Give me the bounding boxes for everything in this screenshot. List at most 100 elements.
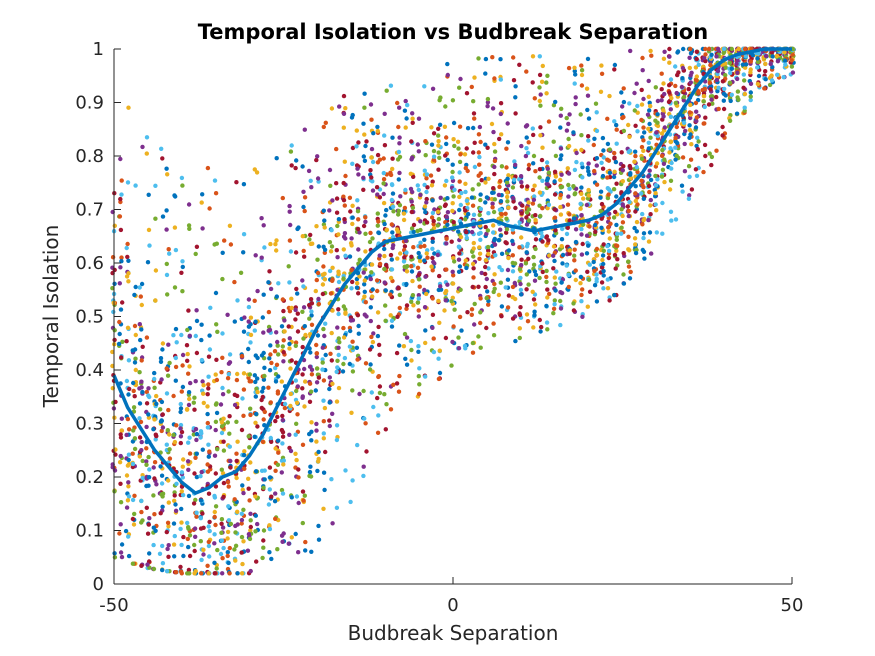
scatter-point [369, 155, 374, 160]
scatter-point [314, 428, 319, 433]
scatter-point [566, 284, 571, 290]
scatter-point [314, 224, 319, 229]
scatter-point [125, 325, 131, 330]
scatter-point [599, 216, 604, 221]
scatter-point [457, 264, 463, 269]
scatter-point [715, 89, 720, 94]
scatter-point [261, 330, 266, 335]
scatter-point [287, 238, 293, 243]
scatter-point [355, 313, 361, 318]
scatter-point [464, 146, 469, 151]
scatter-point [594, 279, 599, 284]
scatter-point [423, 139, 428, 144]
scatter-point [470, 350, 476, 355]
scatter-point [144, 401, 150, 406]
scatter-point [409, 347, 414, 353]
scatter-point [613, 209, 618, 215]
scatter-point [220, 385, 225, 391]
scatter-point [518, 275, 523, 281]
scatter-point [329, 477, 334, 482]
scatter-point [118, 522, 123, 527]
scatter-point [545, 182, 550, 187]
scatter-point [402, 205, 408, 211]
scatter-point [415, 265, 421, 270]
scatter-point [165, 373, 171, 378]
scatter-point [125, 254, 130, 260]
scatter-point [599, 280, 605, 285]
scatter-point [565, 166, 570, 171]
scatter-point [376, 374, 382, 379]
scatter-point [518, 174, 524, 179]
scatter-point [205, 420, 210, 426]
scatter-point [275, 414, 280, 420]
scatter-point [647, 230, 653, 235]
scatter-point [192, 548, 197, 554]
scatter-point [424, 172, 430, 177]
scatter-point [158, 356, 164, 361]
scatter-point [571, 301, 576, 306]
scatter-point [261, 417, 266, 422]
scatter-point [402, 244, 408, 249]
scatter-point [361, 388, 366, 394]
scatter-point [694, 143, 699, 149]
scatter-point [248, 511, 253, 516]
scatter-point [276, 438, 281, 443]
scatter-point [390, 135, 395, 140]
scatter-point [390, 191, 396, 196]
scatter-point [377, 157, 383, 162]
scatter-point [238, 270, 244, 275]
scatter-point [118, 435, 124, 440]
scatter-point [586, 116, 592, 121]
scatter-point [268, 475, 273, 480]
scatter-point [363, 219, 368, 224]
scatter-point [471, 240, 476, 246]
scatter-point [559, 280, 564, 285]
scatter-point [606, 192, 611, 197]
scatter-point [330, 308, 335, 313]
scatter-point [581, 222, 586, 227]
scatter-point [330, 381, 335, 386]
scatter-point [381, 181, 386, 186]
scatter-point [234, 451, 239, 456]
scatter-point [308, 389, 314, 394]
scatter-point [545, 287, 550, 292]
scatter-point [133, 284, 138, 290]
scatter-point [377, 195, 383, 200]
scatter-point [343, 311, 348, 316]
scatter-point [544, 80, 549, 85]
scatter-point [272, 499, 278, 504]
scatter-point [578, 112, 583, 117]
scatter-point [728, 70, 733, 76]
scatter-point [248, 528, 253, 533]
scatter-point [621, 99, 627, 105]
scatter-point [262, 373, 267, 379]
scatter-point [411, 222, 417, 228]
scatter-point [566, 136, 571, 142]
scatter-point [397, 141, 402, 146]
scatter-point [458, 202, 463, 208]
scatter-point [517, 312, 523, 318]
scatter-point [241, 387, 247, 392]
y-tick-label: 0.5 [75, 307, 104, 328]
scatter-point [212, 178, 218, 183]
scatter-point [260, 389, 265, 394]
scatter-point [667, 90, 672, 95]
scatter-point [606, 225, 611, 230]
scatter-point [452, 307, 457, 312]
scatter-point [140, 389, 145, 395]
scatter-point [417, 258, 423, 264]
scatter-point [635, 202, 640, 207]
scatter-point [337, 104, 342, 109]
scatter-point [303, 548, 308, 553]
scatter-point [314, 439, 319, 444]
scatter-point [300, 442, 306, 447]
scatter-point [614, 231, 620, 236]
scatter-point [268, 241, 273, 247]
scatter-point [126, 457, 131, 463]
scatter-point [354, 163, 360, 168]
scatter-point [655, 177, 660, 182]
scatter-point [159, 428, 164, 434]
scatter-point [572, 65, 577, 71]
scatter-point [628, 166, 633, 171]
scatter-point [267, 327, 273, 333]
